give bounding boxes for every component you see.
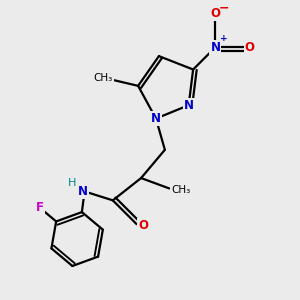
Text: +: +	[220, 34, 228, 43]
Text: N: N	[151, 112, 161, 125]
Text: O: O	[210, 7, 220, 20]
Text: O: O	[138, 219, 148, 232]
Text: N: N	[184, 99, 194, 112]
Text: CH₃: CH₃	[171, 185, 190, 195]
Text: −: −	[219, 1, 230, 14]
Text: methyl: methyl	[107, 77, 112, 78]
Text: CH₃: CH₃	[94, 73, 113, 83]
Text: H: H	[68, 178, 76, 188]
Text: N: N	[210, 41, 220, 54]
Text: N: N	[78, 185, 88, 198]
Text: F: F	[36, 201, 44, 214]
Text: O: O	[244, 41, 255, 54]
